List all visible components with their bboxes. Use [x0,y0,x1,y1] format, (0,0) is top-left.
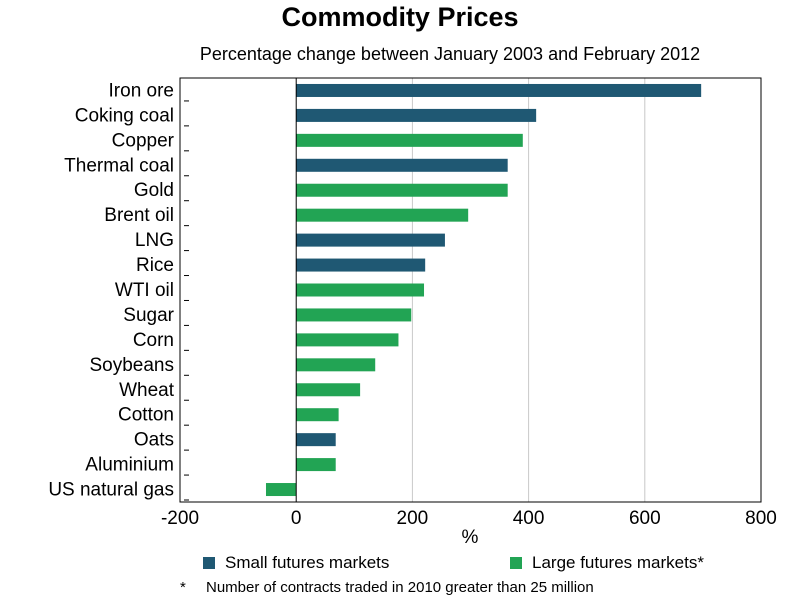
bar-gold [296,183,508,197]
bar-coking-coal [296,108,537,122]
category-label: US natural gas [48,480,174,501]
tick-labels: -200 0 200 400 600 800 [161,508,777,529]
category-label: Wheat [119,380,175,401]
footnote-text: Number of contracts traded in 2010 great… [206,579,594,596]
legend-label-large: Large futures markets* [532,553,704,572]
legend-label-small: Small futures markets [225,553,390,572]
category-label: Corn [133,330,174,351]
bar-aluminium [296,458,336,472]
category-label: Sugar [123,305,174,326]
bars [265,83,702,497]
x-tick-label: 600 [629,508,661,529]
bar-cotton [296,408,339,422]
bar-oats [296,433,336,447]
x-tick-label: 400 [513,508,545,529]
bar-thermal-coal [296,158,508,172]
category-label: Coking coal [75,105,174,126]
x-axis-label: % [461,527,479,548]
bar-corn [296,333,399,347]
category-label: Rice [136,255,174,276]
bar-sugar [296,308,412,322]
bar-us-natural-gas [265,483,297,497]
category-label: Cotton [118,405,174,426]
x-tick-label: 200 [397,508,429,529]
footnote-marker: * [180,579,186,596]
legend-swatch-large [510,557,522,569]
bar-iron-ore [296,83,702,97]
category-label: Thermal coal [64,155,174,176]
category-label: Copper [112,130,175,151]
category-label: Aluminium [85,455,174,476]
bar-rice [296,258,426,272]
category-label: Gold [134,180,174,201]
category-label: Soybeans [89,355,174,376]
bar-brent-oil [296,208,469,222]
legend-item-small: Small futures markets [203,553,389,573]
bar-wheat [296,383,361,397]
bar-copper [296,133,523,147]
category-label: Brent oil [104,205,174,226]
bar-lng [296,233,445,247]
category-labels: Iron ore Coking coal Copper Thermal coal Gol… [48,80,174,500]
x-tick-label: -200 [161,508,199,529]
category-label: WTI oil [115,280,174,301]
bar-wti-oil [296,283,425,297]
legend-swatch-small [203,557,215,569]
category-label: Iron ore [109,80,174,101]
axis [179,77,762,503]
footnote: * Number of contracts traded in 2010 grea… [180,579,594,596]
category-label: LNG [135,230,174,251]
x-tick-label: 0 [291,508,302,529]
bar-soybeans [296,358,376,372]
category-label: Oats [134,430,174,451]
plot-frame [179,77,762,503]
x-tick-label: 800 [745,508,777,529]
chart-subtitle: Percentage change between January 2003 a… [199,44,701,64]
legend-item-large: Large futures markets* [510,553,704,573]
chart-title: Commodity Prices [281,2,519,32]
